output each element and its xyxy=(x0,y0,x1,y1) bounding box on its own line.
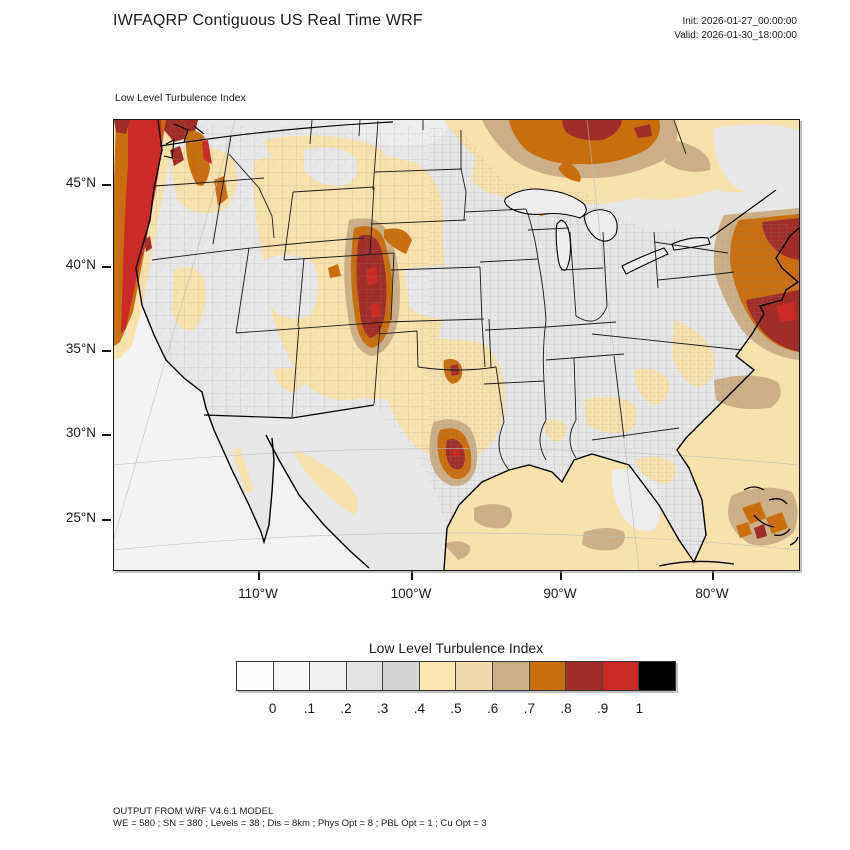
colorbar-cell xyxy=(237,662,274,690)
colorbar-cell xyxy=(346,662,384,690)
colorbar-cell xyxy=(566,662,603,690)
colorbar xyxy=(236,661,676,691)
footer-line-2: WE = 580 ; SN = 380 ; Levels = 38 ; Dis … xyxy=(113,818,487,829)
model-times: Init: 2026-01-27_00:00:00 Valid: 2026-01… xyxy=(674,15,797,43)
lon-tick-100 xyxy=(411,571,413,580)
lake-ontario xyxy=(671,237,711,251)
colorbar-cell xyxy=(493,662,530,690)
colorbar-tick-label: .6 xyxy=(487,701,499,716)
lat-tick-45 xyxy=(102,184,111,186)
lat-label-25: 25°N xyxy=(65,510,96,525)
lon-label-100: 100°W xyxy=(390,586,432,601)
lake-superior xyxy=(504,188,587,219)
colorbar-cell xyxy=(383,662,420,690)
graticule xyxy=(114,120,799,570)
atlantic-gulf-water xyxy=(444,228,799,570)
colorbar-tick-label: .5 xyxy=(450,701,462,716)
init-time: Init: 2026-01-27_00:00:00 xyxy=(682,16,797,27)
colorbar-cell xyxy=(639,662,675,690)
colorbar-tick-label: 1 xyxy=(635,701,644,716)
colorbar-cell xyxy=(602,662,640,690)
plot-title: IWFAQRP Contiguous US Real Time WRF xyxy=(113,12,423,29)
colorbar-cell xyxy=(310,662,347,690)
region-bahamas xyxy=(728,487,798,546)
colorbar-cell xyxy=(529,662,567,690)
quebec-gray-patch xyxy=(713,124,799,196)
lat-label-30: 30°N xyxy=(65,425,96,440)
colorbar-tick-label: .8 xyxy=(560,701,572,716)
lon-tick-90 xyxy=(560,571,562,580)
turbulence-map-svg xyxy=(114,120,799,570)
model-config-footer: OUTPUT FROM WRF V4.6.1 MODEL WE = 580 ; … xyxy=(113,806,487,830)
colorbar-tick-label: .3 xyxy=(377,701,389,716)
colorbar-cell xyxy=(273,662,311,690)
lat-label-35: 35°N xyxy=(65,341,96,356)
colorbar-title: Low Level Turbulence Index xyxy=(368,640,544,656)
colorbar-tick-label: .4 xyxy=(413,701,425,716)
lon-tick-110 xyxy=(258,571,260,580)
coastlines xyxy=(135,120,799,570)
colorbar-tick-label: .9 xyxy=(597,701,609,716)
lon-label-80: 80°W xyxy=(695,586,729,601)
region-north-of-superior xyxy=(482,120,711,216)
colorbar-labels: 0 .1 .2 .3 .4 .5 .6 .7 .8 .9 1 xyxy=(236,701,676,719)
lat-tick-40 xyxy=(102,266,111,268)
colorbar-cell xyxy=(419,662,457,690)
pacific-ocean xyxy=(114,120,370,570)
footer-line-1: OUTPUT FROM WRF V4.6.1 MODEL xyxy=(113,806,274,817)
great-lakes xyxy=(504,188,711,275)
colorbar-cell xyxy=(456,662,494,690)
colorbar-tick-label: .2 xyxy=(340,701,352,716)
lon-label-90: 90°W xyxy=(543,586,577,601)
colorbar-tick-label: .1 xyxy=(303,701,315,716)
lat-tick-35 xyxy=(102,350,111,352)
lon-tick-80 xyxy=(712,571,714,580)
lat-label-45: 45°N xyxy=(65,175,96,190)
lat-tick-30 xyxy=(102,434,111,436)
gulf-tan-patches xyxy=(444,375,781,560)
map-canvas xyxy=(113,119,800,571)
colorbar-tick-label: 0 xyxy=(268,701,277,716)
lat-label-40: 40°N xyxy=(65,257,96,272)
lake-huron xyxy=(583,209,618,242)
colorbar-tick-label: .7 xyxy=(523,701,535,716)
lat-tick-25 xyxy=(102,519,111,521)
state-boundaries xyxy=(151,120,743,471)
lon-label-110: 110°W xyxy=(238,586,278,601)
valid-time: Valid: 2026-01-30_18:00:00 xyxy=(674,30,797,41)
map-field-label: Low Level Turbulence Index xyxy=(115,92,246,104)
lake-erie xyxy=(621,247,669,275)
